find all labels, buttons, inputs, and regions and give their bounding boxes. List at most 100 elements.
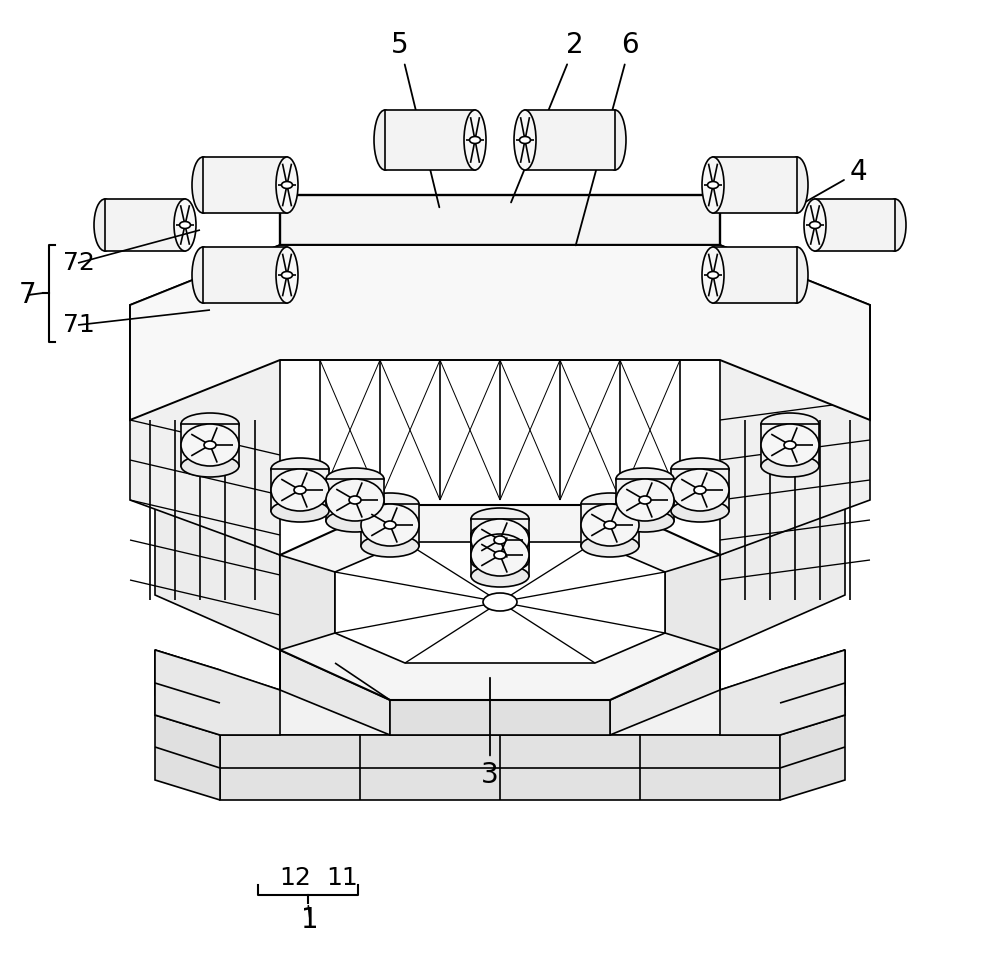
Polygon shape xyxy=(525,110,615,170)
Ellipse shape xyxy=(761,413,819,435)
Polygon shape xyxy=(280,505,720,700)
Ellipse shape xyxy=(180,222,190,228)
Ellipse shape xyxy=(94,199,116,251)
Ellipse shape xyxy=(276,247,298,303)
Polygon shape xyxy=(385,110,475,170)
Polygon shape xyxy=(713,247,797,303)
Polygon shape xyxy=(471,534,529,576)
Ellipse shape xyxy=(282,182,292,188)
Polygon shape xyxy=(720,500,845,650)
Ellipse shape xyxy=(494,551,506,559)
Polygon shape xyxy=(280,650,390,735)
Ellipse shape xyxy=(181,413,239,435)
Polygon shape xyxy=(671,469,729,511)
Ellipse shape xyxy=(514,110,536,170)
Ellipse shape xyxy=(361,535,419,557)
Ellipse shape xyxy=(581,504,639,546)
Ellipse shape xyxy=(181,455,239,477)
Ellipse shape xyxy=(294,486,306,494)
Text: 71: 71 xyxy=(63,313,95,337)
Ellipse shape xyxy=(271,500,329,522)
Polygon shape xyxy=(815,199,895,251)
Polygon shape xyxy=(280,195,720,245)
Ellipse shape xyxy=(784,441,796,449)
Ellipse shape xyxy=(761,424,819,466)
Polygon shape xyxy=(761,424,819,466)
Ellipse shape xyxy=(520,137,530,143)
Polygon shape xyxy=(155,500,280,650)
Ellipse shape xyxy=(470,137,480,143)
Text: 72: 72 xyxy=(63,251,95,275)
Ellipse shape xyxy=(604,521,616,529)
Polygon shape xyxy=(390,700,610,735)
Polygon shape xyxy=(220,735,780,800)
Ellipse shape xyxy=(494,536,506,544)
Ellipse shape xyxy=(581,493,639,515)
Ellipse shape xyxy=(471,550,529,572)
Ellipse shape xyxy=(276,157,298,213)
Polygon shape xyxy=(155,650,845,735)
Polygon shape xyxy=(155,650,220,735)
Text: 4: 4 xyxy=(802,158,867,204)
Polygon shape xyxy=(335,663,390,700)
Polygon shape xyxy=(130,245,280,555)
Ellipse shape xyxy=(616,479,674,521)
Text: 2: 2 xyxy=(511,31,584,203)
Ellipse shape xyxy=(884,199,906,251)
Ellipse shape xyxy=(471,523,529,545)
Ellipse shape xyxy=(671,458,729,480)
Ellipse shape xyxy=(361,504,419,546)
Ellipse shape xyxy=(694,486,706,494)
Ellipse shape xyxy=(671,500,729,522)
Polygon shape xyxy=(616,479,674,521)
Ellipse shape xyxy=(271,458,329,480)
Ellipse shape xyxy=(326,510,384,532)
Ellipse shape xyxy=(192,157,214,213)
Ellipse shape xyxy=(174,199,196,251)
Polygon shape xyxy=(361,504,419,546)
Ellipse shape xyxy=(708,182,718,188)
Ellipse shape xyxy=(204,441,216,449)
Ellipse shape xyxy=(616,468,674,490)
Polygon shape xyxy=(665,555,720,690)
Ellipse shape xyxy=(326,468,384,490)
Ellipse shape xyxy=(581,535,639,557)
Polygon shape xyxy=(203,247,287,303)
Ellipse shape xyxy=(804,199,826,251)
Ellipse shape xyxy=(361,493,419,515)
Ellipse shape xyxy=(471,519,529,561)
Ellipse shape xyxy=(483,593,517,611)
Ellipse shape xyxy=(471,565,529,587)
Polygon shape xyxy=(780,650,845,735)
Ellipse shape xyxy=(349,496,361,504)
Ellipse shape xyxy=(708,272,718,278)
Polygon shape xyxy=(130,245,870,420)
Ellipse shape xyxy=(374,110,396,170)
Ellipse shape xyxy=(471,508,529,530)
Ellipse shape xyxy=(326,479,384,521)
Polygon shape xyxy=(780,715,845,800)
Text: 1: 1 xyxy=(301,906,319,934)
Ellipse shape xyxy=(810,222,820,228)
Ellipse shape xyxy=(761,455,819,477)
Ellipse shape xyxy=(616,510,674,532)
Polygon shape xyxy=(155,715,220,800)
Ellipse shape xyxy=(639,496,651,504)
Ellipse shape xyxy=(604,110,626,170)
Ellipse shape xyxy=(464,110,486,170)
Polygon shape xyxy=(203,157,287,213)
Polygon shape xyxy=(720,650,845,735)
Polygon shape xyxy=(271,469,329,511)
Polygon shape xyxy=(335,542,665,663)
Polygon shape xyxy=(280,555,335,690)
Text: 11: 11 xyxy=(326,866,358,890)
Polygon shape xyxy=(181,424,239,466)
Polygon shape xyxy=(155,650,280,735)
Text: 7: 7 xyxy=(19,281,37,309)
Text: 12: 12 xyxy=(279,866,311,890)
Ellipse shape xyxy=(181,424,239,466)
Text: 6: 6 xyxy=(576,31,639,246)
Ellipse shape xyxy=(702,157,724,213)
Ellipse shape xyxy=(786,247,808,303)
Ellipse shape xyxy=(786,157,808,213)
